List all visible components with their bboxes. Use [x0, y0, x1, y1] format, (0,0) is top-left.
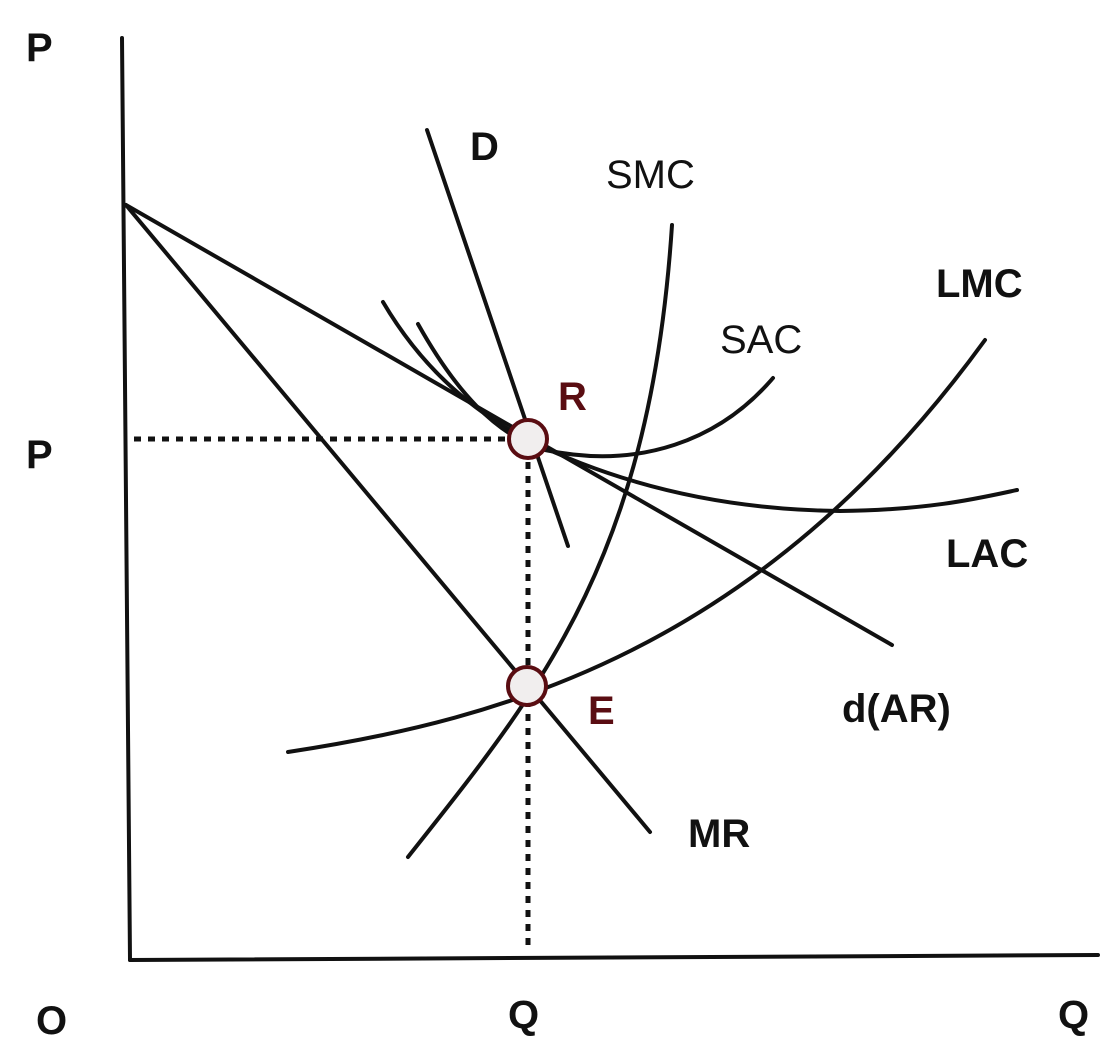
origin-label: O: [36, 999, 67, 1043]
x-axis: [128, 953, 1100, 962]
sac-label: SAC: [720, 318, 802, 362]
smc-curve: [406, 223, 674, 859]
demand-curve: [425, 128, 570, 548]
dar-label: d(AR): [842, 687, 951, 731]
lmc-label: LMC: [936, 262, 1023, 306]
y-axis-label: P: [26, 26, 53, 70]
point-r-label: R: [558, 375, 587, 419]
lac-label: LAC: [946, 532, 1028, 576]
point-e-label: E: [588, 689, 615, 733]
mr-curve: [124, 203, 652, 834]
point-e-marker: [506, 665, 548, 707]
point-r-marker: [507, 418, 549, 460]
mr-label: MR: [688, 812, 750, 856]
lmc-curve: [286, 338, 987, 754]
dar-curve: [124, 203, 894, 647]
y-axis: [120, 36, 132, 962]
price-tick-label: P: [26, 433, 53, 477]
smc-label: SMC: [606, 153, 695, 197]
sac-curve: [416, 322, 775, 459]
lac-curve: [381, 300, 1019, 514]
x-axis-label: Q: [1058, 993, 1089, 1037]
demand-label: D: [470, 125, 499, 169]
quantity-tick-label: Q: [508, 993, 539, 1037]
